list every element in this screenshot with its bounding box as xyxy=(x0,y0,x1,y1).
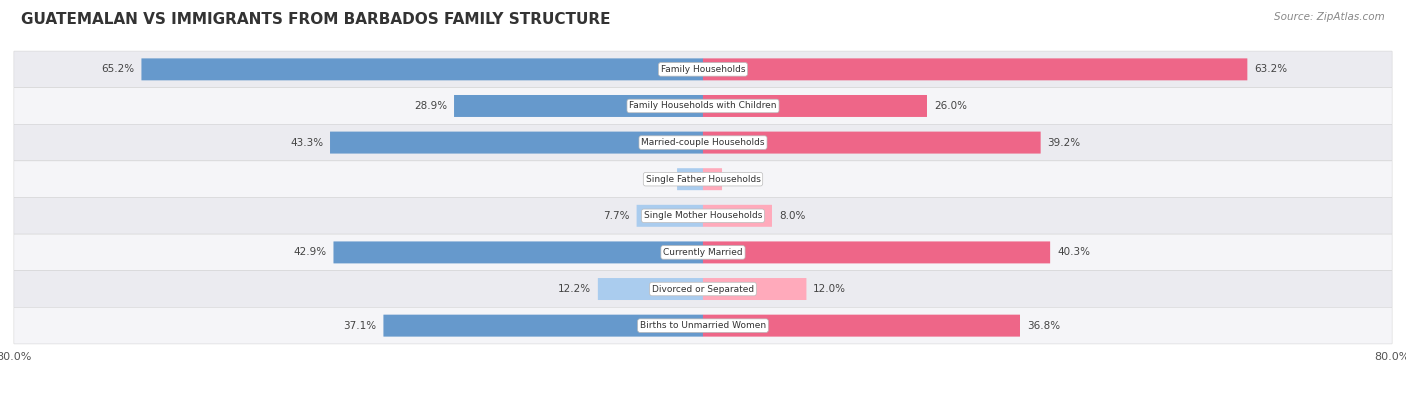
Text: Married-couple Households: Married-couple Households xyxy=(641,138,765,147)
FancyBboxPatch shape xyxy=(14,271,1392,307)
FancyBboxPatch shape xyxy=(142,58,703,80)
Text: 28.9%: 28.9% xyxy=(415,101,447,111)
Text: 43.3%: 43.3% xyxy=(290,137,323,148)
FancyBboxPatch shape xyxy=(14,161,1392,198)
Text: 40.3%: 40.3% xyxy=(1057,247,1090,258)
FancyBboxPatch shape xyxy=(678,168,703,190)
Text: Single Father Households: Single Father Households xyxy=(645,175,761,184)
FancyBboxPatch shape xyxy=(703,168,723,190)
FancyBboxPatch shape xyxy=(703,241,1050,263)
Text: Births to Unmarried Women: Births to Unmarried Women xyxy=(640,321,766,330)
FancyBboxPatch shape xyxy=(14,234,1392,271)
FancyBboxPatch shape xyxy=(14,198,1392,234)
Text: Source: ZipAtlas.com: Source: ZipAtlas.com xyxy=(1274,12,1385,22)
Text: 37.1%: 37.1% xyxy=(343,321,377,331)
FancyBboxPatch shape xyxy=(384,315,703,337)
FancyBboxPatch shape xyxy=(333,241,703,263)
FancyBboxPatch shape xyxy=(703,315,1019,337)
FancyBboxPatch shape xyxy=(637,205,703,227)
Text: 7.7%: 7.7% xyxy=(603,211,630,221)
FancyBboxPatch shape xyxy=(598,278,703,300)
Text: 12.0%: 12.0% xyxy=(813,284,846,294)
Text: Divorced or Separated: Divorced or Separated xyxy=(652,284,754,293)
FancyBboxPatch shape xyxy=(14,51,1392,88)
Text: 3.0%: 3.0% xyxy=(644,174,671,184)
FancyBboxPatch shape xyxy=(14,124,1392,161)
FancyBboxPatch shape xyxy=(703,132,1040,154)
Text: 39.2%: 39.2% xyxy=(1047,137,1081,148)
Text: Currently Married: Currently Married xyxy=(664,248,742,257)
FancyBboxPatch shape xyxy=(14,307,1392,344)
Text: Single Mother Households: Single Mother Households xyxy=(644,211,762,220)
Text: Family Households: Family Households xyxy=(661,65,745,74)
Text: 36.8%: 36.8% xyxy=(1026,321,1060,331)
FancyBboxPatch shape xyxy=(703,58,1247,80)
Text: 42.9%: 42.9% xyxy=(294,247,326,258)
Text: Family Households with Children: Family Households with Children xyxy=(630,102,776,111)
FancyBboxPatch shape xyxy=(330,132,703,154)
FancyBboxPatch shape xyxy=(14,88,1392,124)
Text: 63.2%: 63.2% xyxy=(1254,64,1288,74)
Text: 65.2%: 65.2% xyxy=(101,64,135,74)
Text: 26.0%: 26.0% xyxy=(934,101,967,111)
Text: 2.2%: 2.2% xyxy=(728,174,755,184)
Text: 8.0%: 8.0% xyxy=(779,211,806,221)
FancyBboxPatch shape xyxy=(703,205,772,227)
Text: 12.2%: 12.2% xyxy=(558,284,591,294)
Text: GUATEMALAN VS IMMIGRANTS FROM BARBADOS FAMILY STRUCTURE: GUATEMALAN VS IMMIGRANTS FROM BARBADOS F… xyxy=(21,12,610,27)
FancyBboxPatch shape xyxy=(703,95,927,117)
FancyBboxPatch shape xyxy=(703,278,807,300)
FancyBboxPatch shape xyxy=(454,95,703,117)
